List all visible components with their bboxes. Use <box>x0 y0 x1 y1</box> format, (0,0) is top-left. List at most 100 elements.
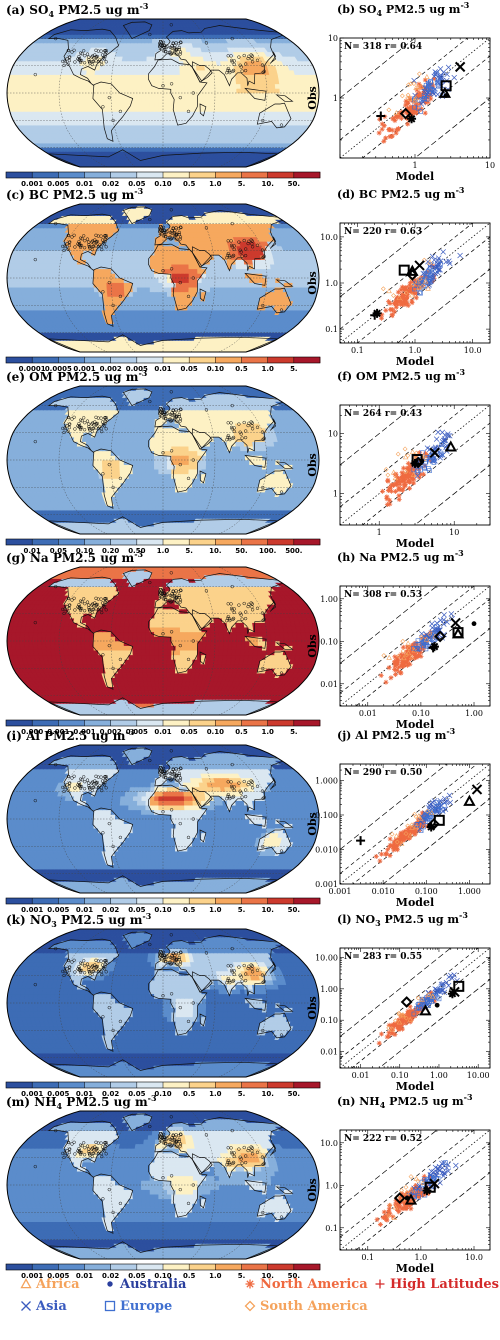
map-cell <box>159 347 164 351</box>
station-marker <box>169 82 174 86</box>
map-cell <box>184 101 190 108</box>
map-cell <box>62 92 69 98</box>
map-cell <box>45 97 52 103</box>
map-cell <box>222 286 229 293</box>
map-cell <box>162 323 168 329</box>
map-cell <box>149 277 155 283</box>
map-cell <box>89 282 95 288</box>
map-cell <box>223 273 229 279</box>
map-cell <box>149 92 155 98</box>
map-cell <box>167 97 173 103</box>
map-cell <box>154 47 160 53</box>
map-cell <box>227 277 233 283</box>
map-cell <box>149 97 155 103</box>
station-marker <box>54 36 58 41</box>
map-cell <box>223 282 229 288</box>
map-outline <box>6 18 320 168</box>
map-cell <box>141 111 147 117</box>
map-cell <box>235 101 241 108</box>
map-cell <box>175 111 181 117</box>
map-cell <box>210 88 216 94</box>
map-panel: (a) SO4 PM2.5 ug m-30.001 0.005 0.01 0.02 0.… <box>5 1 321 188</box>
map-cell <box>28 268 34 274</box>
map-cell <box>124 69 130 75</box>
map-cell <box>150 314 156 320</box>
map-cell <box>235 286 241 293</box>
map-cell <box>227 88 233 94</box>
map-cell <box>162 111 168 117</box>
map-cell <box>167 291 172 297</box>
map-cell <box>111 74 117 80</box>
map-cell <box>167 259 172 265</box>
colorbar-swatch <box>241 172 268 178</box>
map-cell <box>158 101 164 108</box>
station-marker <box>73 60 77 64</box>
station-marker <box>99 59 103 64</box>
map-cell <box>223 268 229 274</box>
map-cell <box>170 129 176 135</box>
map-cell <box>183 291 190 297</box>
map-cell <box>80 286 87 293</box>
map-cell <box>205 97 211 103</box>
map-cell <box>158 138 164 144</box>
map-cell <box>41 83 47 89</box>
map-cell <box>162 97 168 103</box>
map-cell <box>196 254 202 260</box>
map-cell <box>197 282 203 288</box>
map-cell <box>146 245 152 251</box>
map-cell <box>45 282 52 288</box>
map-cell <box>156 336 161 341</box>
map-cell <box>80 273 86 279</box>
map-cell <box>76 268 82 274</box>
map-cell <box>266 277 272 283</box>
map-cell <box>111 254 117 260</box>
map-cell <box>296 273 303 279</box>
map-cell <box>71 83 78 89</box>
map-cell <box>106 291 113 297</box>
map-cell <box>141 120 148 126</box>
map-cell <box>132 78 138 85</box>
map-cell <box>292 277 298 283</box>
map-cell <box>145 111 151 117</box>
map-cell <box>124 259 130 265</box>
colorbar-label: 1.0 <box>209 180 222 188</box>
map-cell <box>180 277 186 283</box>
map-cell <box>175 268 181 274</box>
map-cell <box>270 83 276 89</box>
colorbar-swatch <box>110 172 138 178</box>
map-cell <box>101 92 107 98</box>
map-cell <box>84 88 90 94</box>
map-cell <box>266 88 272 94</box>
map-cell <box>58 97 65 103</box>
map-cell <box>184 286 190 293</box>
map-cell <box>150 245 156 251</box>
map-cell <box>227 273 233 279</box>
map-cell <box>124 115 131 121</box>
map-cell <box>231 78 237 85</box>
station-marker <box>111 118 115 123</box>
map-cell <box>15 277 21 283</box>
map-cell <box>167 286 172 293</box>
station-marker <box>246 56 250 61</box>
station-marker <box>61 59 65 64</box>
map-cell <box>146 309 152 315</box>
station-marker <box>90 55 94 59</box>
map-cell <box>193 277 199 283</box>
map-cell <box>184 92 190 98</box>
map-cell <box>253 273 259 279</box>
map-cell <box>36 92 43 98</box>
map-cell <box>261 268 268 274</box>
map-cell <box>106 286 112 293</box>
map-cell <box>84 268 91 274</box>
map-cell <box>151 323 157 329</box>
map-cell <box>257 92 264 98</box>
map-cell <box>150 124 156 130</box>
station-marker <box>76 57 80 61</box>
map-cell <box>179 296 185 302</box>
map-cell <box>171 69 177 75</box>
map-cell <box>110 277 116 283</box>
map-cell <box>102 286 108 293</box>
station-marker <box>88 61 92 65</box>
map-cell <box>127 273 133 279</box>
colorbar-label: 0.01 <box>76 180 93 188</box>
